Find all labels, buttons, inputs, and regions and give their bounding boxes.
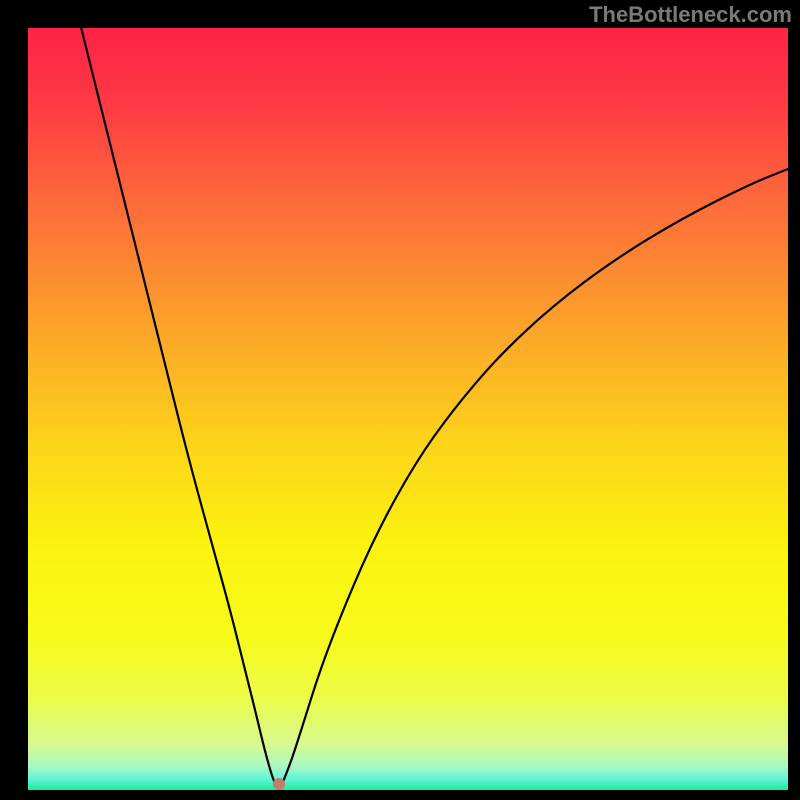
optimum-marker	[273, 778, 285, 790]
chart-canvas: TheBottleneck.com	[0, 0, 800, 800]
watermark-text: TheBottleneck.com	[589, 2, 792, 28]
plot-area	[28, 28, 788, 790]
bottleneck-curve	[28, 28, 788, 790]
